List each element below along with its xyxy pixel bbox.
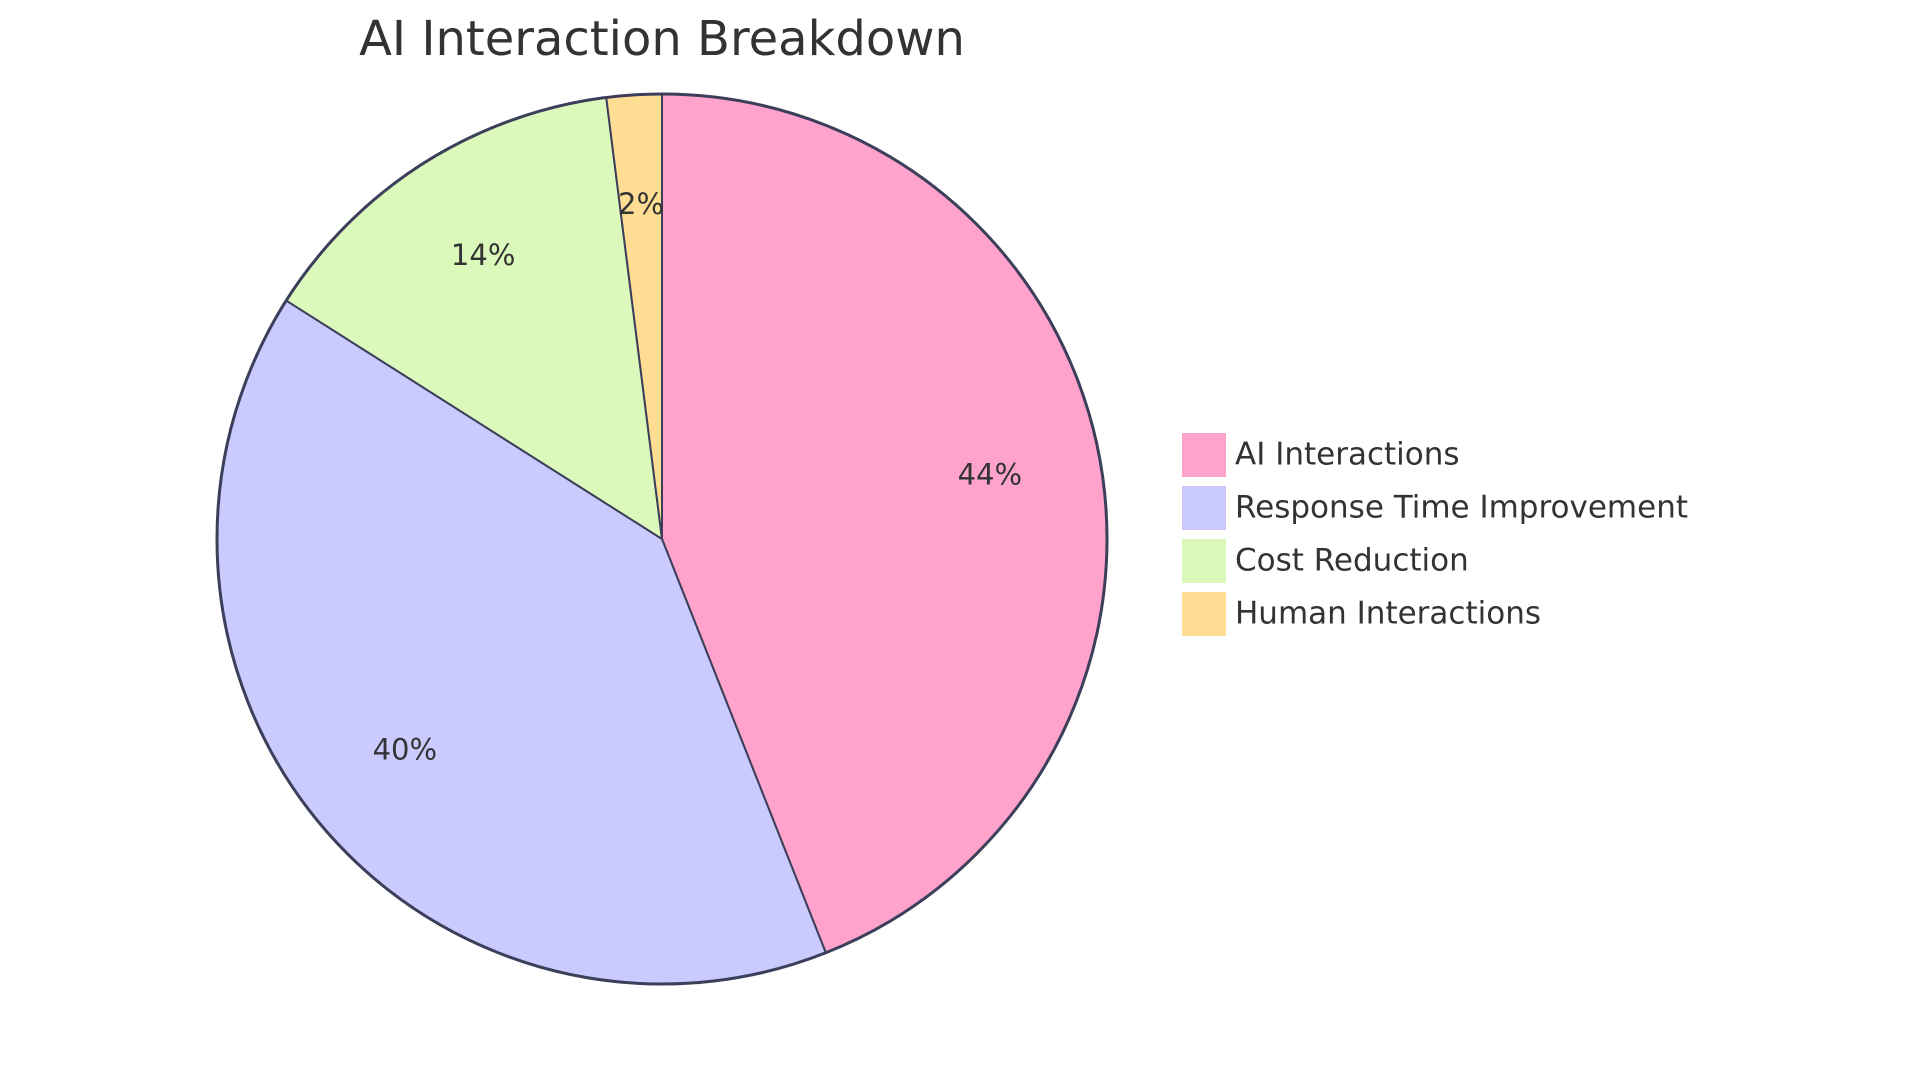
legend-label: AI Interactions [1235, 437, 1460, 473]
slice-label: 40% [373, 733, 437, 767]
legend-label: Cost Reduction [1235, 543, 1469, 579]
legend-swatch [1182, 592, 1226, 636]
slice-label: 44% [958, 457, 1022, 491]
legend-swatch [1182, 486, 1226, 530]
chart-title: AI Interaction Breakdown [359, 11, 965, 67]
legend-label: Human Interactions [1235, 596, 1541, 632]
slice-label: 2% [618, 187, 664, 221]
pie-outline [215, 92, 1109, 986]
legend-swatch [1182, 433, 1226, 477]
legend-swatch [1182, 539, 1226, 583]
slice-label: 14% [451, 238, 515, 272]
legend-label: Response Time Improvement [1235, 490, 1688, 526]
